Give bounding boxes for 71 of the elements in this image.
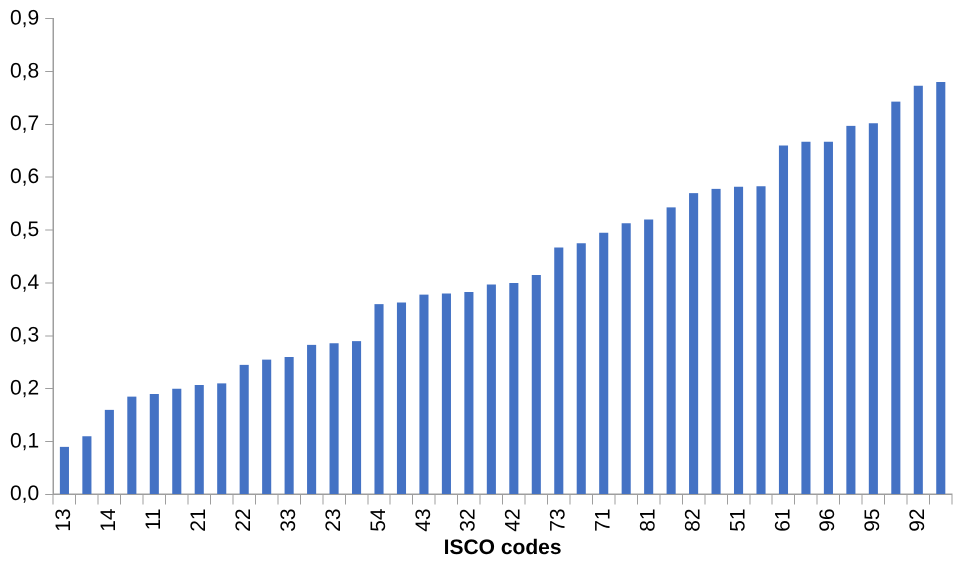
bar [868,123,878,494]
x-tick-label: 23 [322,508,345,532]
y-tick-label: 0,8 [10,59,40,82]
x-tick-label: 42 [502,508,525,532]
bar [712,188,721,494]
bar [599,232,608,494]
bar [194,385,204,494]
x-tick-label: 54 [366,508,390,532]
y-tick-label: 0,2 [10,376,40,400]
bar [240,364,249,494]
x-tick-label: 95 [861,508,884,532]
bar [532,275,541,494]
x-tick-label: 96 [816,508,840,532]
bar [936,82,946,494]
bar [374,304,384,494]
bar [352,341,362,494]
bar [486,284,496,494]
bar [330,343,339,494]
y-tick-label: 0,7 [10,112,40,136]
bar [150,394,159,494]
x-tick-label: 14 [97,508,120,532]
x-tick-label: 11 [142,508,166,530]
bar [396,302,406,494]
bar [262,360,272,494]
bar [644,220,654,494]
x-tick-label: 61 [771,508,794,532]
x-tick-label: 32 [456,508,480,532]
bar [778,145,788,494]
bar [172,388,182,494]
x-tick-label: 51 [726,508,750,532]
bar [82,436,92,494]
x-tick-label: 71 [592,508,615,532]
bar [734,186,744,494]
bar [464,292,474,494]
bar [576,243,586,494]
y-tick-label: 0,6 [10,165,40,188]
y-tick-label: 0,3 [10,324,40,347]
y-tick-label: 0,9 [10,6,40,30]
x-tick-label: 73 [546,508,570,532]
x-tick-label: 21 [187,508,210,532]
x-tick-label: 92 [906,508,930,532]
bar [284,356,294,494]
bar [666,207,676,494]
x-tick-label: 43 [412,508,435,532]
bar [801,142,811,494]
bar [756,186,766,494]
bar [914,86,923,494]
x-tick-label: 33 [276,508,300,532]
x-tick-label: 81 [636,508,660,532]
bar [689,193,698,494]
bar [442,294,451,494]
x-tick-label: 82 [681,508,704,532]
x-tick-label: 13 [52,508,76,532]
bar [891,102,900,494]
bar [824,142,833,494]
x-axis-title: ISCO codes [444,536,562,560]
y-tick-label: 0,0 [10,482,40,506]
bar [60,446,69,494]
bar [307,344,316,494]
x-tick-label: 22 [232,508,255,532]
bar [127,396,136,494]
bar [509,282,518,494]
bar [622,223,631,494]
bar [419,294,429,494]
bar [554,248,564,494]
bar [104,410,114,494]
bar [846,126,856,494]
y-tick-label: 0,5 [10,218,40,241]
y-tick-label: 0,1 [10,429,40,452]
bar [217,383,226,494]
y-tick-label: 0,4 [10,270,40,294]
